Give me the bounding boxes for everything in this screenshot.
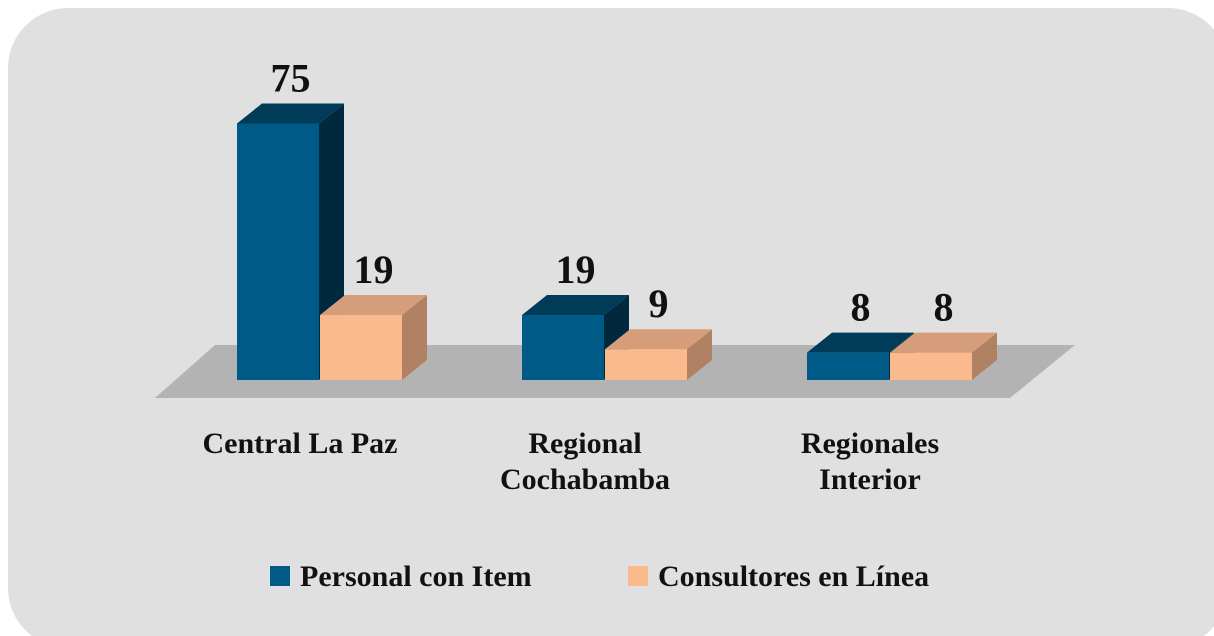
bar xyxy=(605,329,712,380)
bar-front xyxy=(237,123,319,380)
value-label: 9 xyxy=(649,281,669,326)
bar-front xyxy=(890,352,972,380)
bar xyxy=(320,295,427,380)
bar xyxy=(890,332,997,380)
bar-front xyxy=(605,349,687,380)
bar-top xyxy=(320,295,427,316)
bar-top xyxy=(522,295,629,316)
bar-top xyxy=(807,332,914,353)
bar-top xyxy=(605,329,712,350)
legend-swatch xyxy=(628,566,648,586)
bar-top xyxy=(890,332,997,353)
bar-side xyxy=(402,295,427,380)
value-label: 19 xyxy=(354,247,394,292)
category-label: Central La Paz xyxy=(202,427,398,460)
value-label: 8 xyxy=(934,285,954,330)
bar-top xyxy=(237,103,344,124)
bar-front xyxy=(522,315,604,380)
bar xyxy=(522,295,629,380)
bar-side xyxy=(972,332,997,380)
bar-side xyxy=(687,329,712,380)
legend-label: Personal con Item xyxy=(300,560,532,593)
bar-front xyxy=(807,352,889,380)
legend-swatch xyxy=(270,566,290,586)
value-label: 19 xyxy=(556,247,596,292)
value-label: 8 xyxy=(851,285,871,330)
value-label: 75 xyxy=(271,56,311,101)
category-label: Regionales Interior xyxy=(800,427,940,496)
legend-label: Consultores en Línea xyxy=(658,560,929,593)
category-label: Regional Cochabamba xyxy=(499,427,671,496)
bar-front xyxy=(320,315,402,380)
